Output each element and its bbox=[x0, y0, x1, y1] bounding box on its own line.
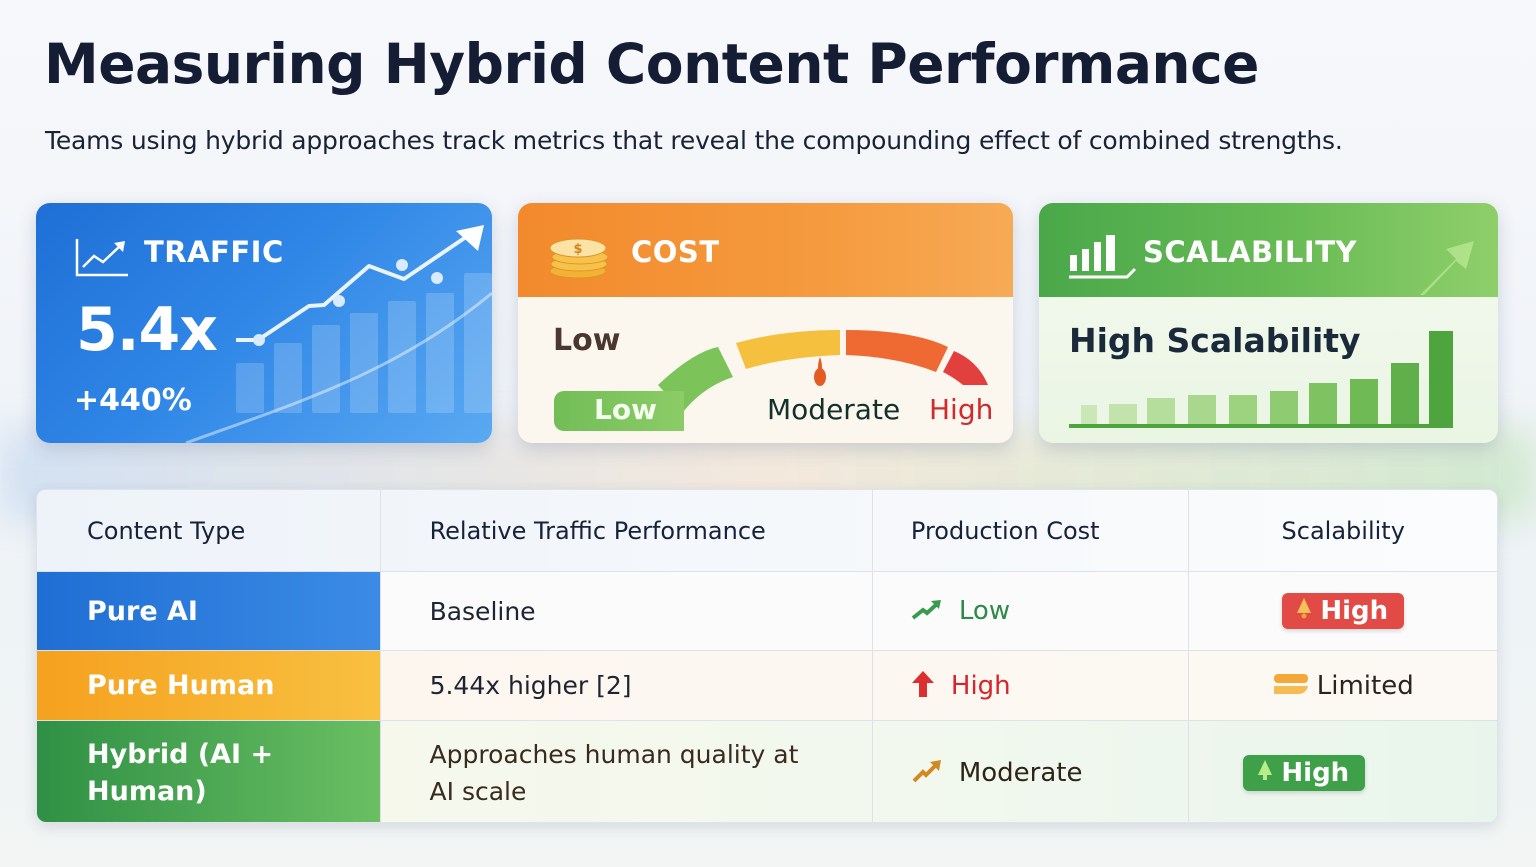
gauge-label-low: Low bbox=[594, 393, 657, 426]
comparison-table: Content Type Relative Traffic Performanc… bbox=[36, 489, 1498, 823]
scalability-value: High bbox=[1320, 596, 1389, 626]
scalability-value: Limited bbox=[1316, 670, 1414, 701]
limited-bars-icon bbox=[1273, 672, 1309, 700]
gauge-label-moderate: Moderate bbox=[767, 393, 901, 426]
bar-chart-icon bbox=[1067, 233, 1137, 287]
coin-stack-icon: $ bbox=[548, 235, 614, 283]
content-type-label: Pure Human bbox=[87, 670, 275, 701]
header-production-cost: Production Cost bbox=[910, 516, 1100, 545]
traffic-performance-value: Approaches human quality at AI scale bbox=[429, 739, 799, 806]
scalability-card-label: SCALABILITY bbox=[1143, 235, 1357, 269]
trend-chart-icon bbox=[74, 237, 130, 283]
traffic-multiplier: 5.4x bbox=[76, 295, 218, 365]
scalability-badge: High bbox=[1282, 593, 1405, 629]
growth-arrow-icon bbox=[1420, 241, 1474, 295]
scalability-level-value: High Scalability bbox=[1069, 321, 1361, 360]
traffic-card: TRAFFIC 5.4x +440% bbox=[36, 203, 492, 443]
cost-level-value: Low bbox=[553, 323, 621, 358]
warning-up-icon bbox=[1296, 596, 1312, 626]
scalability-card: SCALABILITY High Scalability bbox=[1039, 203, 1498, 443]
gauge-low-band bbox=[554, 391, 684, 431]
cost-card: $ COST Low Low Moderate High bbox=[518, 203, 1013, 443]
header-traffic-performance: Relative Traffic Performance bbox=[429, 516, 766, 545]
traffic-card-label: TRAFFIC bbox=[144, 235, 284, 269]
table-header-row: Content Type Relative Traffic Performanc… bbox=[37, 490, 1497, 572]
page-subtitle: Teams using hybrid approaches track metr… bbox=[45, 126, 1343, 155]
production-cost-value: Low bbox=[958, 596, 1011, 626]
production-cost-value: Moderate bbox=[958, 757, 1083, 788]
scalability-badge: High bbox=[1243, 754, 1366, 791]
table-row: Pure AI Baseline Low High bbox=[37, 572, 1497, 651]
header-scalability: Scalability bbox=[1281, 516, 1405, 545]
traffic-performance-value: Baseline bbox=[429, 596, 536, 626]
trend-up-arrow-icon bbox=[911, 758, 943, 788]
svg-text:$: $ bbox=[573, 242, 582, 257]
gauge-label-high: High bbox=[929, 393, 994, 426]
scalability-card-header bbox=[1039, 203, 1498, 297]
content-type-label: Hybrid (AI + Human) bbox=[87, 738, 274, 807]
traffic-percent-change: +440% bbox=[74, 383, 192, 418]
cost-card-label: COST bbox=[631, 235, 720, 269]
traffic-performance-value: 5.44x higher [2] bbox=[429, 671, 632, 700]
content-type-label: Pure AI bbox=[87, 595, 198, 627]
traffic-background-bars bbox=[226, 253, 492, 413]
scalability-value: High bbox=[1281, 757, 1350, 788]
header-content-type: Content Type bbox=[87, 516, 246, 545]
table-row: Hybrid (AI + Human) Approaches human qua… bbox=[37, 721, 1497, 822]
page-title: Measuring Hybrid Content Performance bbox=[44, 32, 1260, 96]
table-row: Pure Human 5.44x higher [2] High Limited bbox=[37, 651, 1497, 721]
traffic-trend-line bbox=[185, 225, 492, 443]
up-arrow-icon bbox=[1257, 758, 1273, 788]
trend-up-arrow-icon bbox=[911, 598, 943, 624]
up-arrow-icon bbox=[911, 670, 935, 702]
production-cost-value: High bbox=[950, 670, 1011, 701]
